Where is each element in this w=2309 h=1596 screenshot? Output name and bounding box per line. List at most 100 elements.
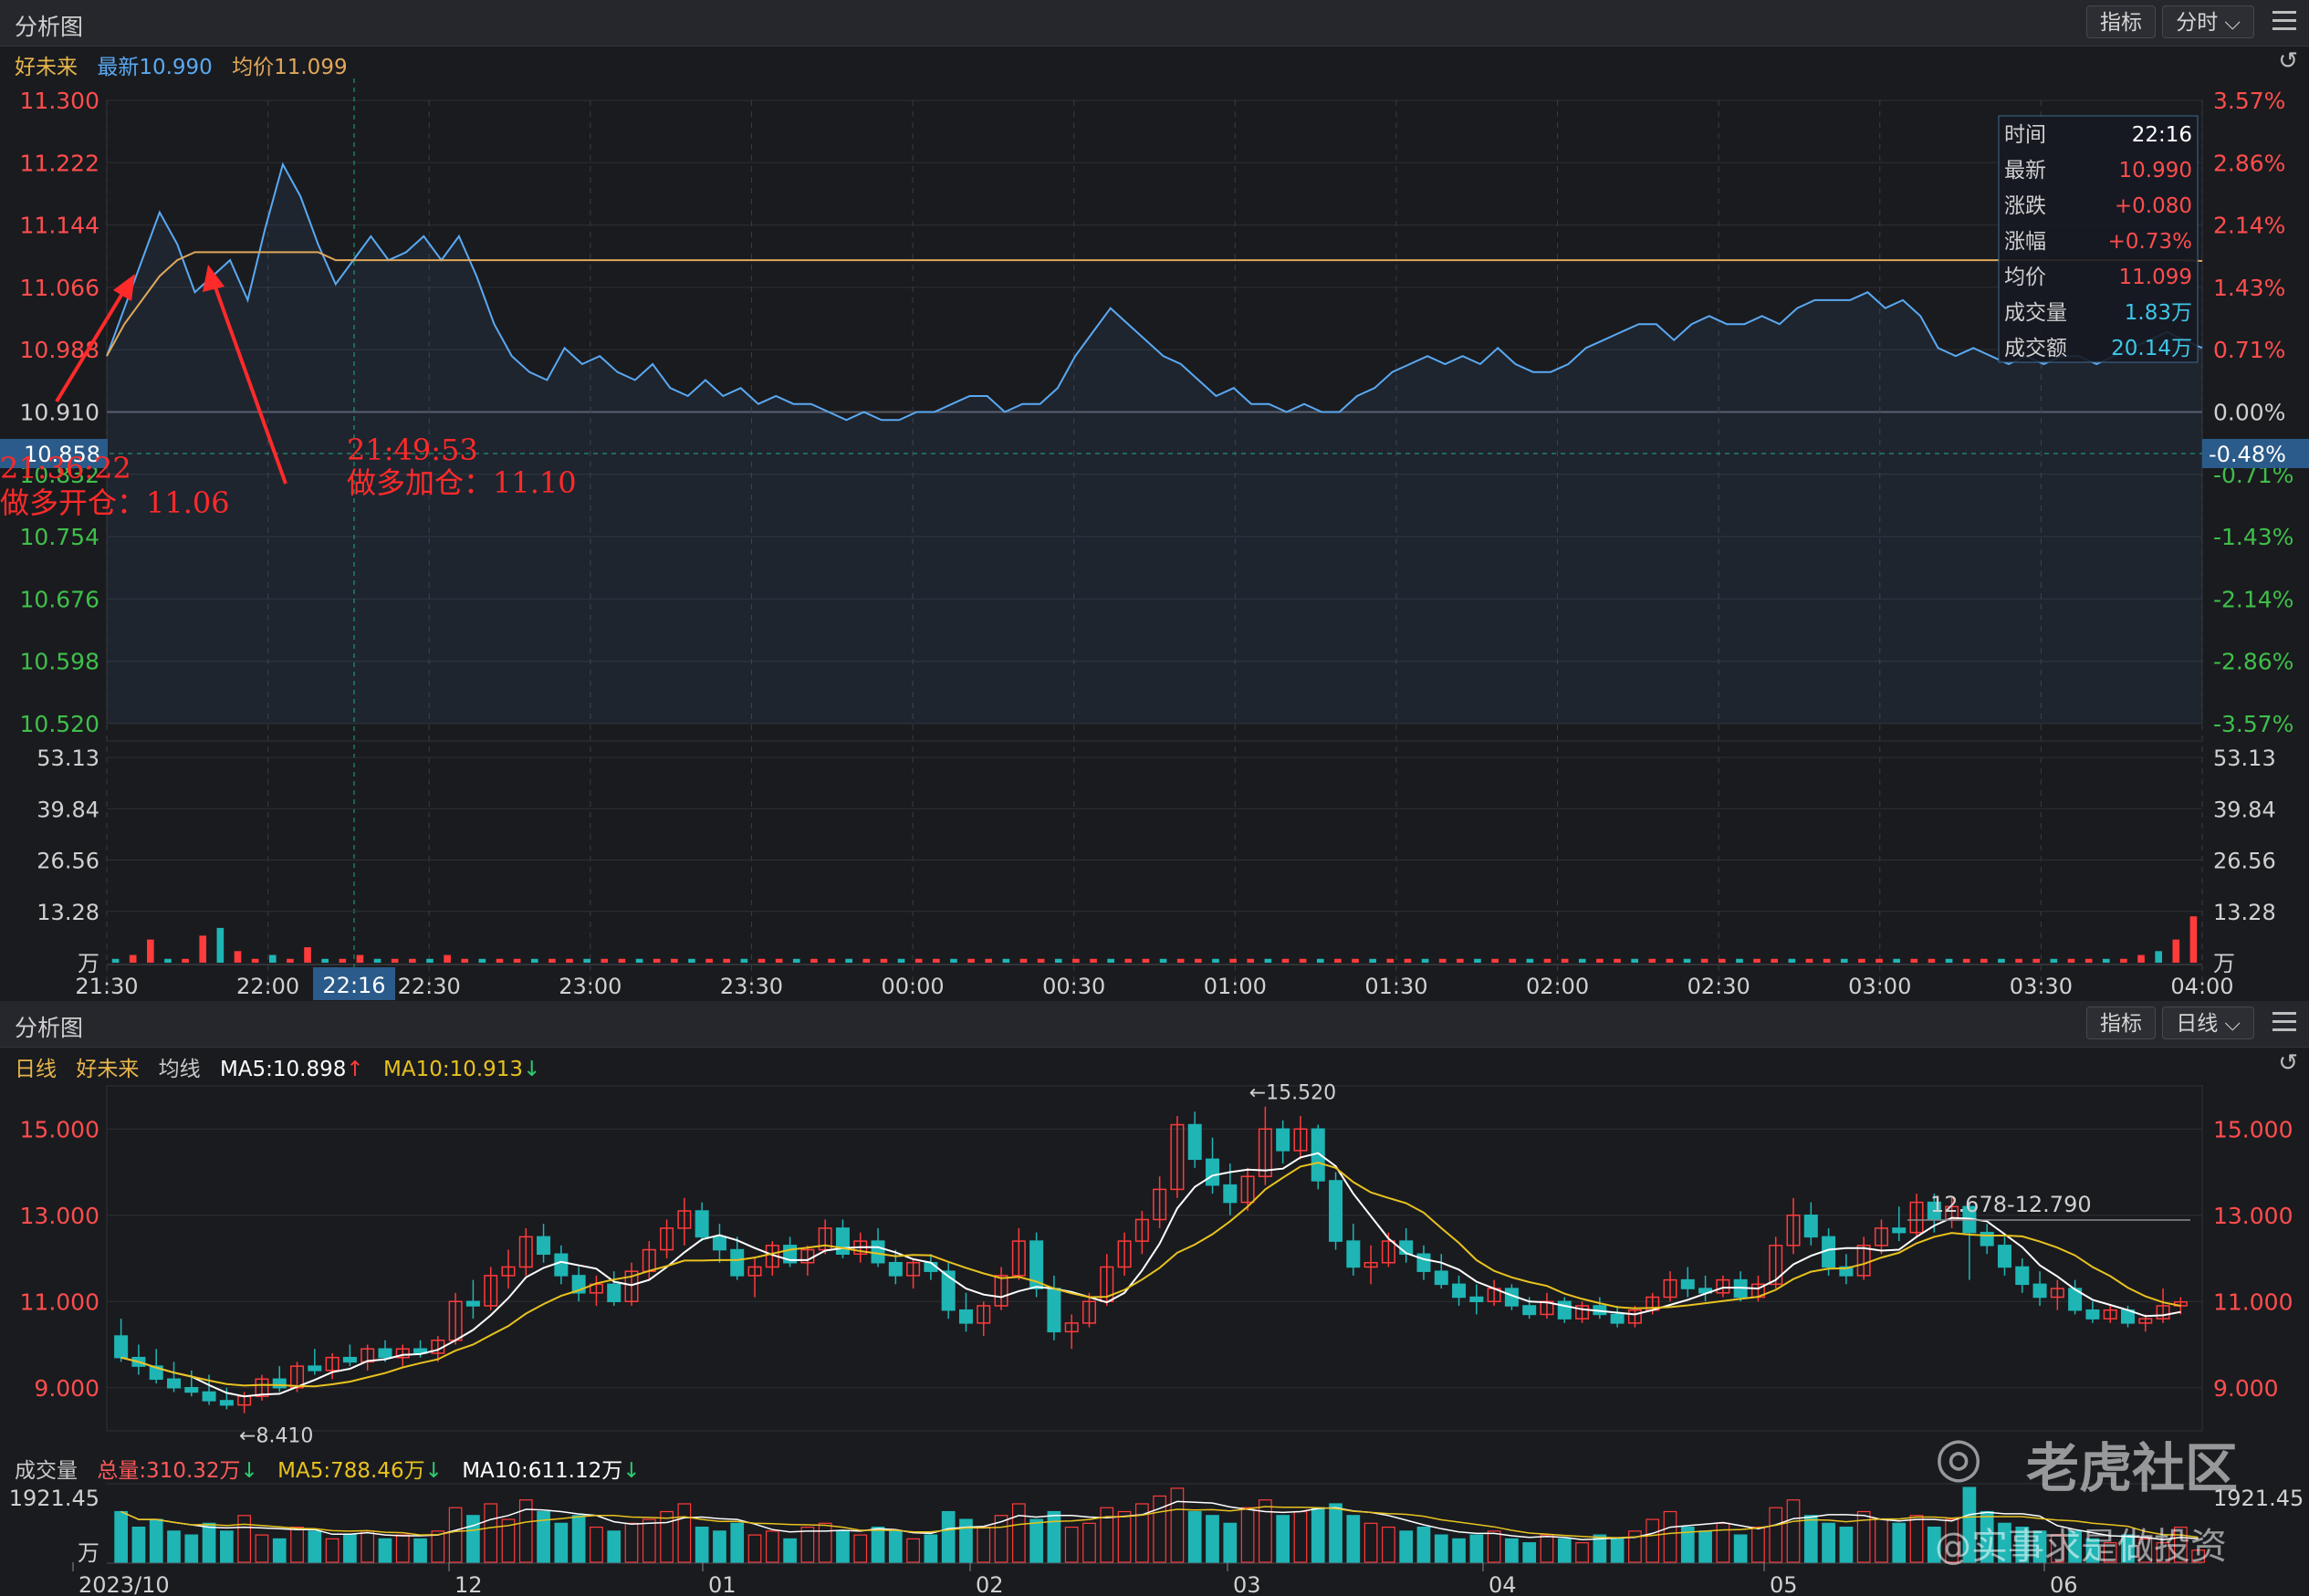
intraday-volume-bar <box>129 954 137 963</box>
candle-body <box>1803 1215 1818 1238</box>
intraday-volume-bar <box>618 958 626 963</box>
daily-volume-bar <box>1540 1534 1554 1563</box>
intraday-volume-bar <box>566 958 573 963</box>
info-box <box>1998 115 2199 363</box>
daily-volume-bar <box>1557 1538 1572 1563</box>
top-indicator-button[interactable]: 指标 <box>2086 5 2156 38</box>
daily-volume-bar <box>2015 1526 2030 1563</box>
daily-volume-bar <box>642 1518 656 1563</box>
candle-body <box>1856 1245 1871 1277</box>
daily-volume-bar <box>1803 1515 1818 1563</box>
intraday-volume-bar <box>356 954 364 963</box>
intraday-volume-bar <box>1928 958 1936 963</box>
daily-volume-bar <box>747 1534 762 1563</box>
info-box-value: 22:16 <box>2132 123 2192 147</box>
pct-tick-label: 2.86% <box>2213 150 2285 176</box>
daily-volume-bar <box>1293 1510 1308 1563</box>
daily-volume-bar <box>1170 1487 1185 1563</box>
intraday-volume-bar <box>1142 958 1150 963</box>
intraday-volume-bar <box>1264 958 1272 963</box>
candle-body <box>255 1378 269 1397</box>
candle-body <box>465 1300 480 1307</box>
entry-arrowhead-2 <box>203 265 225 292</box>
date-tick-label: 12 <box>454 1572 483 1596</box>
pct-tick-label: -2.86% <box>2213 649 2293 675</box>
daily-volume-bar <box>1822 1522 1835 1563</box>
intraday-volume-bar <box>461 958 469 963</box>
candle-body <box>1153 1188 1167 1221</box>
daily-volume-bar <box>1751 1526 1765 1563</box>
daily-volume-bar <box>1909 1515 1924 1563</box>
candle-body <box>1206 1158 1220 1186</box>
daily-volume-bar <box>360 1530 375 1563</box>
intraday-volume-bar <box>1369 958 1376 963</box>
daily-volume-bar <box>1311 1507 1325 1563</box>
daily-volume-bar <box>1716 1522 1730 1563</box>
daily-volume-bar <box>1593 1534 1607 1563</box>
candle-body <box>994 1275 1008 1307</box>
time-tick-label: 22:30 <box>398 974 461 999</box>
candle-body <box>1293 1128 1308 1152</box>
daily-volume-bar <box>994 1515 1008 1563</box>
top-reset-icon[interactable]: ↺ <box>2278 47 2298 75</box>
daily-volume-bar <box>1329 1503 1343 1563</box>
daily-volume-bar <box>783 1538 797 1563</box>
bottom-ma10: MA10:10.913↓ <box>382 1058 541 1081</box>
entry-arrow-1 <box>55 283 130 403</box>
vol-ma5-line <box>120 1500 2199 1540</box>
bottom-ma-line: 日线 好未来 均线 MA5:10.898↑ MA10:10.913↓ <box>15 1051 553 1082</box>
bottom-indicator-button[interactable]: 指标 <box>2086 1007 2156 1039</box>
candle-body <box>1892 1227 1907 1234</box>
top-last-price: 最新10.990 <box>97 56 213 79</box>
daily-volume-bar <box>677 1503 692 1563</box>
intraday-volume-bar <box>1962 958 1970 963</box>
top-period-dropdown[interactable]: 分时 ⌵ <box>2162 5 2254 38</box>
intraday-volume-bar <box>1247 958 1255 963</box>
intraday-volume-bar <box>1771 958 1779 963</box>
candle-body <box>1346 1240 1361 1268</box>
intraday-volume-bar <box>1823 958 1831 963</box>
daily-volume-bar <box>413 1538 427 1563</box>
pct-tick-label: -2.14% <box>2213 586 2293 612</box>
daily-price-tick: 13.000 <box>20 1203 99 1229</box>
candle-body <box>1064 1322 1079 1333</box>
daily-volume-bar <box>220 1530 234 1563</box>
time-tick-label: 04:00 <box>2170 974 2233 999</box>
price-tick-label: 11.144 <box>20 213 99 239</box>
daily-volume-bar <box>202 1522 216 1563</box>
time-tick-label: 23:00 <box>559 974 622 999</box>
time-tick-label: 00:30 <box>1042 974 1105 999</box>
top-menu-icon[interactable] <box>2272 11 2296 33</box>
price-tick-label: 10.676 <box>20 586 99 612</box>
candle-body <box>219 1400 234 1406</box>
intraday-volume-bar <box>2172 939 2180 963</box>
intraday-volume-bar <box>897 958 905 963</box>
candle-body <box>518 1236 533 1268</box>
daily-volume-bar <box>1100 1507 1114 1563</box>
daily-volume-bar <box>1452 1538 1466 1563</box>
daily-volume-bar <box>1135 1503 1149 1563</box>
info-box-value: +0.73% <box>2108 230 2192 254</box>
pct-tick-label: -3.57% <box>2213 711 2293 737</box>
bottom-period-dropdown[interactable]: 日线 ⌵ <box>2162 1007 2254 1039</box>
intraday-volume-bar <box>740 958 748 963</box>
cursor-pct-tag <box>2202 439 2309 468</box>
intraday-volume-bar <box>1054 958 1062 963</box>
daily-volume-bar <box>1927 1526 1941 1563</box>
bottom-menu-icon[interactable] <box>2272 1012 2296 1034</box>
intraday-volume-bar <box>287 958 294 963</box>
daily-volume-bar <box>765 1530 779 1563</box>
daily-volume-bar <box>1998 1522 2011 1563</box>
bottom-vol-line: 成交量 总量:310.32万↓ MA5:788.46万↓ MA10:611.12… <box>15 1453 653 1484</box>
intraday-volume-bar <box>862 958 871 963</box>
candle-body <box>607 1283 622 1302</box>
top-panel-header: 分析图 指标 分时 ⌵ <box>0 0 2309 47</box>
daily-volume-bar <box>1733 1534 1748 1563</box>
bottom-reset-icon[interactable]: ↺ <box>2278 1049 2298 1077</box>
intraday-volume-bar <box>1019 958 1028 963</box>
intraday-volume-bar <box>111 958 120 963</box>
intraday-volume-bar <box>583 958 590 963</box>
candle-body <box>695 1210 709 1238</box>
intraday-volume-bar <box>688 958 695 963</box>
daily-volume-bar <box>1575 1542 1589 1563</box>
